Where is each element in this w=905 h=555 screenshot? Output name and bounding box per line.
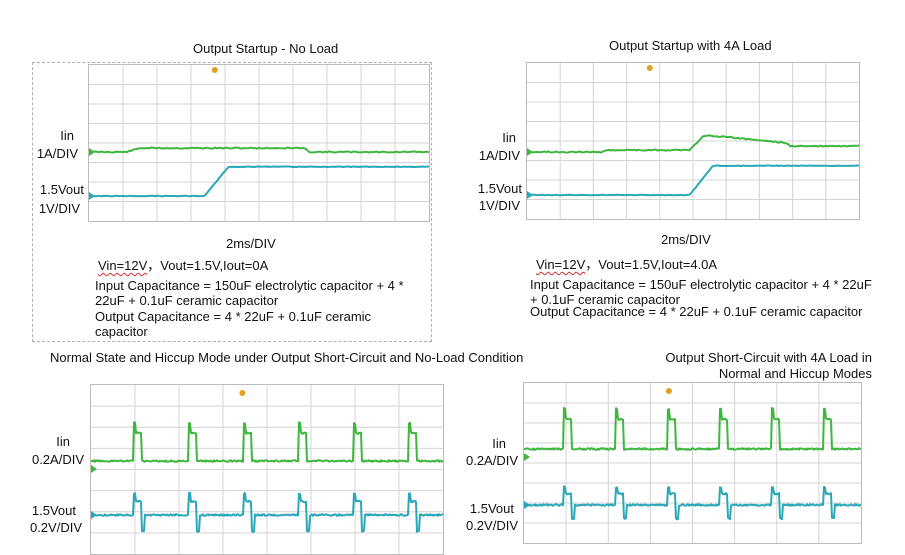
panel-1-ch2-scale: 1V/DIV <box>38 201 80 216</box>
panel-2-input-cap: Input Capacitance = 150uF electrolytic c… <box>530 277 872 307</box>
iin-ground-marker <box>527 148 533 156</box>
panel-1-plot <box>89 65 429 221</box>
iin-trace <box>91 421 443 463</box>
panel-1-frame <box>32 62 432 342</box>
panel-4-ch2-name: 1.5Vout <box>469 501 514 516</box>
panel-4-title-line2: Normal and Hiccup Modes <box>718 366 872 381</box>
panel-1-input-cap: Input Capacitance = 150uF electrolytic c… <box>95 278 404 308</box>
vout-ground-marker <box>527 191 533 199</box>
panel-2-timebase: 2ms/DIV <box>661 232 711 247</box>
iin-trace <box>89 146 429 154</box>
vout-trace <box>91 491 443 533</box>
panel-1-ch1-name: Iin <box>60 128 74 143</box>
panel-3-scope <box>90 384 444 555</box>
trigger-marker <box>646 65 653 71</box>
panel-2-conditions-rest: ，Vout=1.5V,Iout=4.0A <box>585 257 718 272</box>
vout-ground-marker <box>89 192 95 200</box>
panel-1-title: Output Startup - No Load <box>193 41 339 56</box>
panel-1-ch1-scale: 1A/DIV <box>36 146 78 161</box>
panel-2-ch1-name: Iin <box>502 130 516 145</box>
vout-trace <box>89 165 429 198</box>
panel-2-ch2-name: 1.5Vout <box>477 181 522 196</box>
panel-2-ch2-scale: 1V/DIV <box>478 198 520 213</box>
panel-1-ch2-name: 1.5Vout <box>39 182 84 197</box>
panel-1-conditions: Vin=12V，Vout=1.5V,Iout=0A <box>98 256 268 275</box>
trigger-marker <box>239 390 246 396</box>
panel-4-ch2-scale: 0.2V/DIV <box>465 518 518 533</box>
vout-ground-marker <box>524 501 530 509</box>
iin-trace <box>527 134 859 154</box>
panel-4-scope <box>523 382 862 544</box>
panel-2-title: Output Startup with 4A Load <box>609 38 772 53</box>
vout-trace <box>524 485 861 521</box>
panel-2-ch1-scale: 1A/DIV <box>478 148 520 163</box>
trigger-marker <box>665 388 672 394</box>
panel-1-output-cap: Output Capacitance = 4 * 22uF + 0.1uF ce… <box>95 309 372 339</box>
vout-trace <box>527 164 859 197</box>
iin-ground-marker <box>89 148 95 156</box>
panel-4-plot <box>524 383 861 543</box>
panel-3-ch2-scale: 0.2V/DIV <box>29 520 82 535</box>
panel-2-scope <box>526 62 860 220</box>
panel-1-vin: Vin=12V <box>98 258 148 273</box>
panel-3-title: Normal State and Hiccup Mode under Outpu… <box>50 350 524 365</box>
panel-2-plot <box>527 63 859 219</box>
panel-4-title-line1: Output Short-Circuit with 4A Load in <box>665 350 872 365</box>
trigger-marker <box>211 67 218 73</box>
iin-ground-marker <box>91 465 97 473</box>
vout-ground-marker <box>91 511 97 519</box>
panel-1-conditions-rest: ，Vout=1.5V,Iout=0A <box>147 258 269 273</box>
panel-4-ch1-scale: 0.2A/DIV <box>465 453 518 468</box>
panel-3-plot <box>91 385 443 554</box>
panel-2-conditions: Vin=12V，Vout=1.5V,Iout=4.0A <box>536 255 717 274</box>
panel-2-vin: Vin=12V <box>536 257 586 272</box>
panel-3-ch1-name: Iin <box>56 434 70 449</box>
panel-3-ch2-name: 1.5Vout <box>31 503 76 518</box>
iin-trace <box>524 407 861 451</box>
panel-1-timebase: 2ms/DIV <box>226 236 276 251</box>
panel-1-scope <box>88 64 430 222</box>
panel-3-ch1-scale: 0.2A/DIV <box>31 452 84 467</box>
panel-4-ch1-name: Iin <box>492 436 506 451</box>
panel-2-output-cap: Output Capacitance = 4 * 22uF + 0.1uF ce… <box>530 304 863 319</box>
iin-ground-marker <box>524 453 530 461</box>
